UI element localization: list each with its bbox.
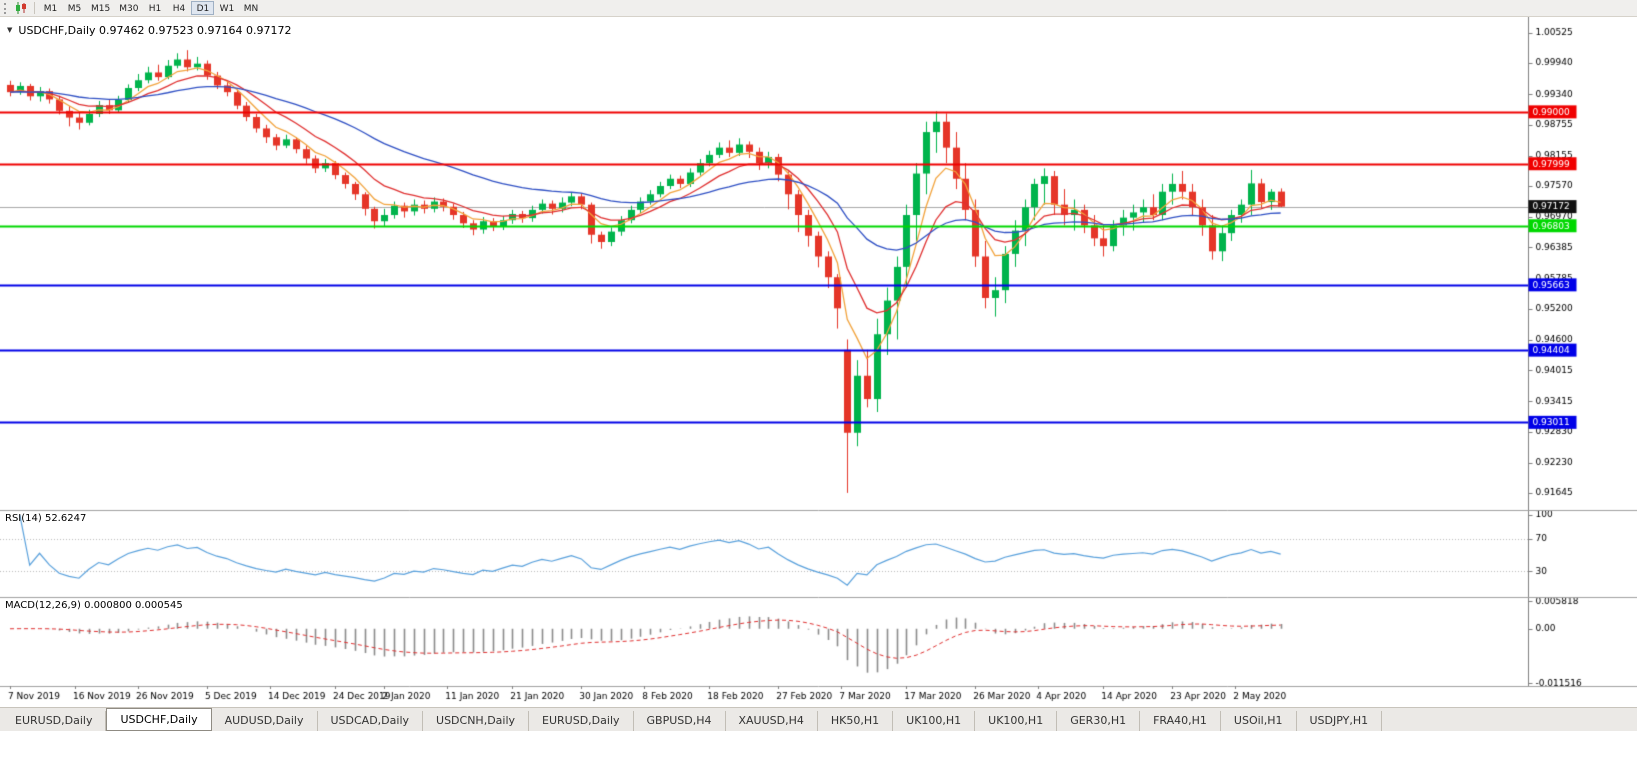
- chart-header: ▼ USDCHF,Daily 0.97462 0.97523 0.97164 0…: [7, 24, 291, 37]
- timeframe-button-w1[interactable]: W1: [219, 4, 235, 14]
- chart-tab-audusd-daily[interactable]: AUDUSD,Daily: [212, 711, 318, 731]
- chart-tab-hk50-h1[interactable]: HK50,H1: [818, 711, 894, 731]
- macd-indicator-label: MACD(12,26,9) 0.000800 0.000545: [5, 600, 183, 611]
- chart-tab-usoil-h1[interactable]: USOil,H1: [1221, 711, 1297, 731]
- toolbar-grip[interactable]: [4, 2, 8, 14]
- chart-canvas[interactable]: [0, 17, 1637, 707]
- chart-tab-usdjpy-h1[interactable]: USDJPY,H1: [1297, 711, 1383, 731]
- timeframe-button-m15[interactable]: M15: [91, 4, 111, 14]
- timeframe-button-h4[interactable]: H4: [172, 4, 186, 14]
- chart-tab-xauusd-h4[interactable]: XAUUSD,H4: [726, 711, 818, 731]
- chart-window: ▼ USDCHF,Daily 0.97462 0.97523 0.97164 0…: [0, 17, 1637, 707]
- collapse-arrow-icon[interactable]: ▼: [7, 26, 13, 34]
- chart-tab-usdchf-daily[interactable]: USDCHF,Daily: [106, 708, 212, 731]
- chart-tab-uk100-h1[interactable]: UK100,H1: [975, 711, 1058, 731]
- status-bar: [0, 731, 1637, 763]
- timeframe-button-mn[interactable]: MN: [243, 4, 259, 14]
- chart-tab-fra40-h1[interactable]: FRA40,H1: [1140, 711, 1221, 731]
- chart-tab-uk100-h1[interactable]: UK100,H1: [893, 711, 976, 731]
- timeframe-button-d1[interactable]: D1: [191, 1, 215, 15]
- chart-tab-gbpusd-h4[interactable]: GBPUSD,H4: [634, 711, 726, 731]
- chart-tab-eurusd-daily[interactable]: EURUSD,Daily: [2, 711, 107, 731]
- timeframe-toolbar: M1 M5 M15 M30 H1 H4 D1 W1 MN: [0, 0, 1637, 17]
- timeframe-button-m1[interactable]: M1: [43, 4, 58, 14]
- timeframe-button-m30[interactable]: M30: [119, 4, 139, 14]
- toolbar-separator: [34, 2, 35, 14]
- chart-symbol-ohlc: USDCHF,Daily 0.97462 0.97523 0.97164 0.9…: [18, 24, 292, 37]
- rsi-indicator-label: RSI(14) 52.6247: [5, 513, 87, 524]
- chart-tab-usdcnh-daily[interactable]: USDCNH,Daily: [423, 711, 530, 731]
- timeframe-button-m5[interactable]: M5: [67, 4, 82, 14]
- chart-tab-ger30-h1[interactable]: GER30,H1: [1057, 711, 1141, 731]
- candlestick-chart-icon[interactable]: [12, 1, 30, 15]
- chart-tab-eurusd-daily[interactable]: EURUSD,Daily: [529, 711, 634, 731]
- chart-tab-usdcad-daily[interactable]: USDCAD,Daily: [318, 711, 424, 731]
- timeframe-button-h1[interactable]: H1: [148, 4, 162, 14]
- timeframe-button-group: M1 M5 M15 M30 H1 H4 D1 W1 MN: [39, 1, 262, 15]
- chart-tab-bar: EURUSD,Daily USDCHF,Daily AUDUSD,Daily USDC…: [0, 707, 1637, 731]
